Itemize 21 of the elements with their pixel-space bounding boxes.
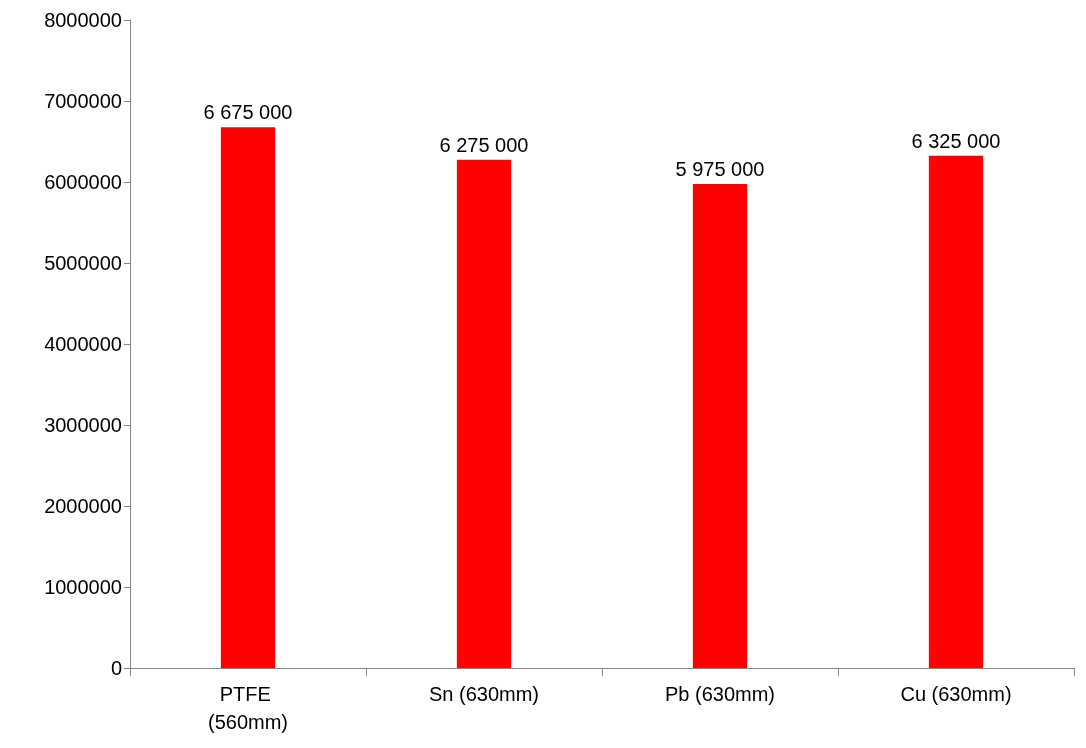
- y-tick-label: 0: [110, 657, 122, 679]
- y-tick-label: 3000000: [44, 414, 122, 436]
- x-tick-label: Pb (630mm): [664, 683, 776, 705]
- y-tick-label: 1000000: [44, 576, 122, 598]
- data-label: 5 975 000: [675, 158, 765, 181]
- data-label: 6 675 000: [203, 101, 293, 124]
- y-tick-label: 2000000: [44, 495, 122, 517]
- x-tick-label: Sn (630mm): [428, 683, 540, 705]
- bar: [692, 184, 748, 668]
- data-label: 6 275 000: [439, 133, 529, 156]
- bar: [928, 155, 984, 668]
- bar: [456, 159, 512, 668]
- x-tick-label: Cu (630mm): [900, 683, 1012, 705]
- data-label: 6 325 000: [911, 129, 1001, 152]
- y-tick-label: 4000000: [44, 333, 122, 355]
- x-tick-label: PTFE (560mm): [207, 683, 289, 733]
- y-tick-label: 7000000: [44, 90, 122, 112]
- y-tick-label: 6000000: [44, 171, 122, 193]
- bar: [220, 127, 276, 668]
- y-tick-label: 8000000: [44, 9, 122, 31]
- y-tick-label: 5000000: [44, 252, 122, 274]
